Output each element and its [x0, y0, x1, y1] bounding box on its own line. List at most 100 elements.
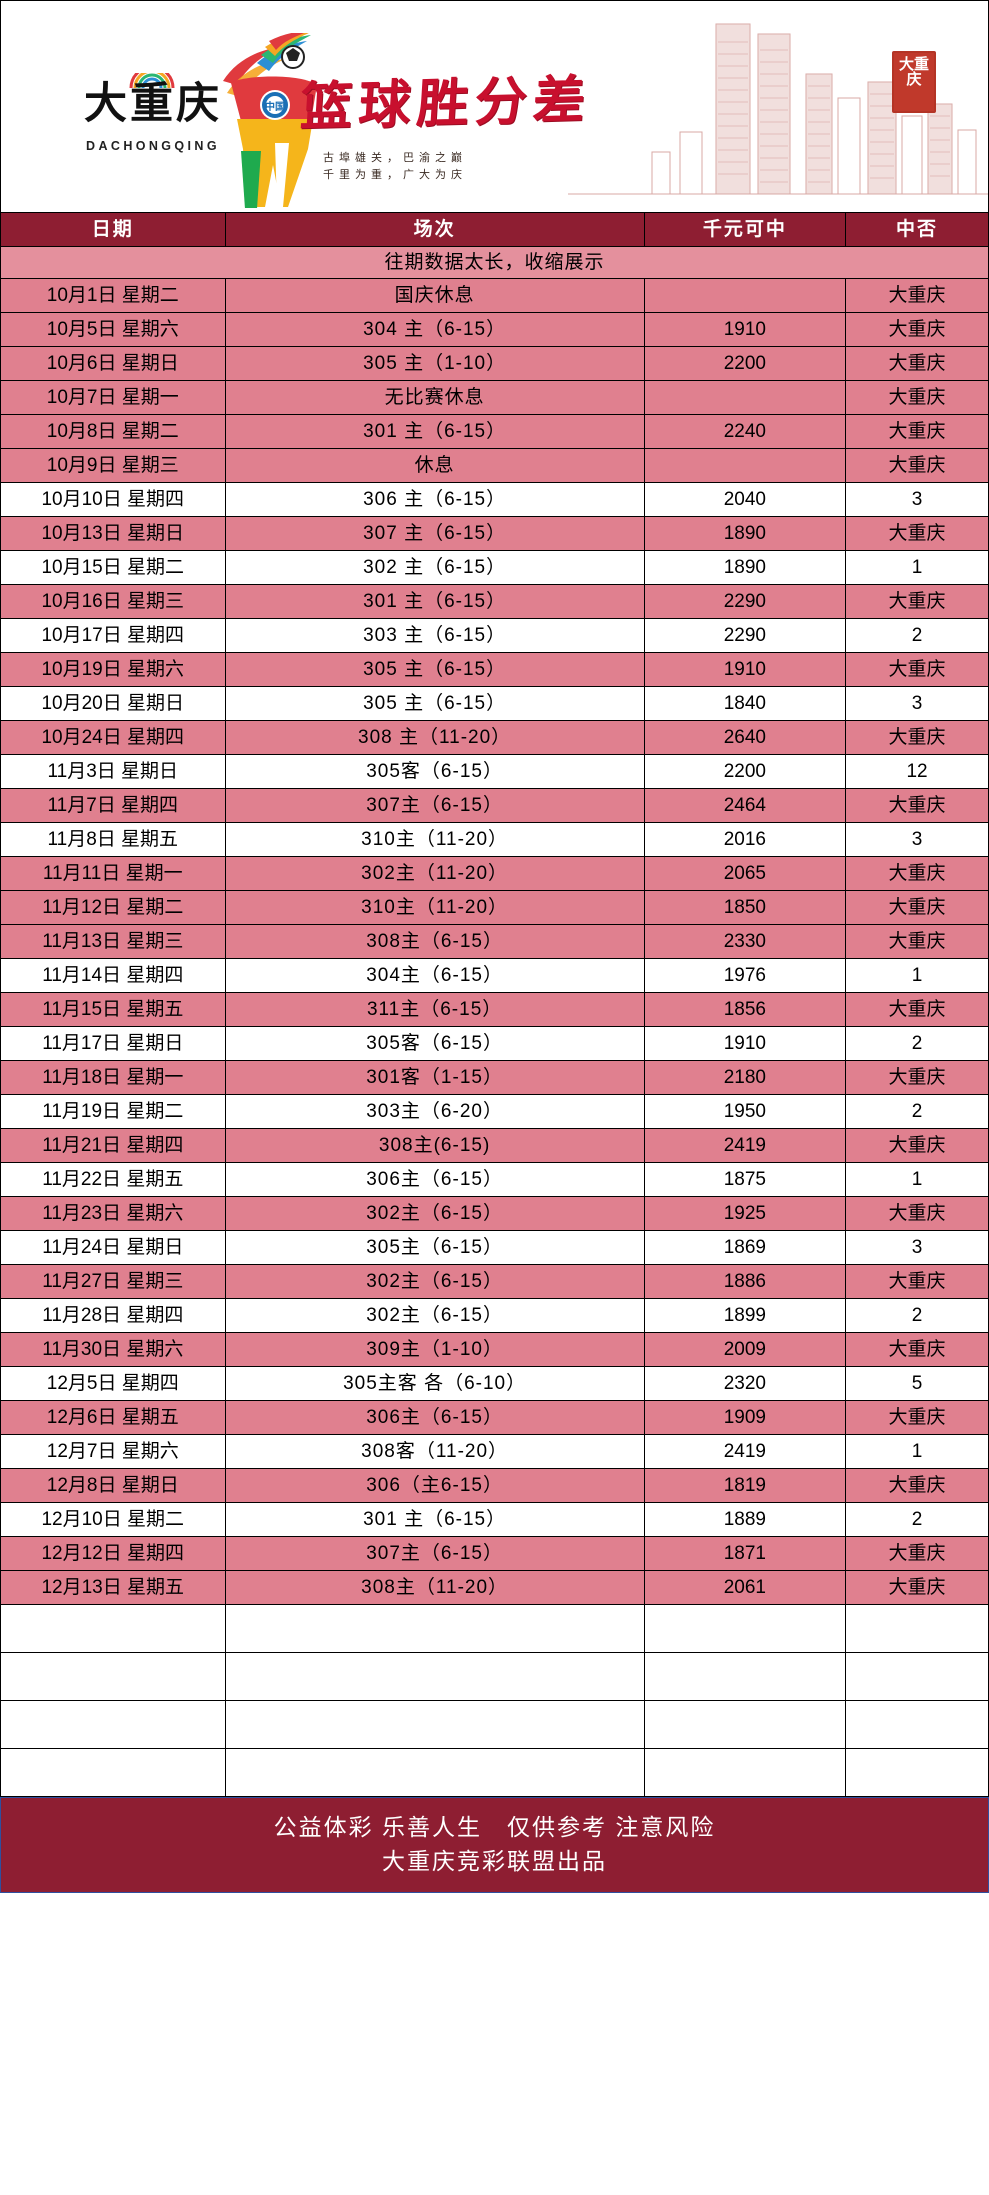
match-description-cell: 休息: [224, 448, 645, 483]
payout-amount-cell: 2290: [643, 584, 847, 619]
table-row: 11月11日 星期一 302主（11-20） 2065 大重庆: [0, 856, 989, 891]
payout-amount-cell: 1890: [643, 550, 847, 585]
match-description-cell: 307主（6-15）: [224, 1536, 645, 1571]
match-date-cell: 11月23日 星期六: [0, 1196, 226, 1231]
match-date-cell: 11月8日 星期五: [0, 822, 226, 857]
payout-amount-cell: 2290: [643, 618, 847, 653]
payout-amount-cell: 1910: [643, 312, 847, 347]
table-row: 10月19日 星期六 305 主（6-15） 1910 大重庆: [0, 652, 989, 687]
payout-amount-cell: 1819: [643, 1468, 847, 1503]
match-description-cell: 307主（6-15）: [224, 788, 645, 823]
match-description-cell: 306（主6-15）: [224, 1468, 645, 1503]
table-row-empty: [0, 1604, 989, 1653]
table-body: 往期数据太长，收缩展示 10月1日 星期二 国庆休息 大重庆 10月5日 星期六 304…: [0, 246, 989, 1797]
table-row: 11月12日 星期二 310主（11-20） 1850 大重庆: [0, 890, 989, 925]
table-row: 12月5日 星期四 305主客 各（6-10） 2320 5: [0, 1366, 989, 1401]
match-description-cell: 302 主（6-15）: [224, 550, 645, 585]
hit-result-cell: 2: [845, 1502, 989, 1537]
match-date-cell: 12月12日 星期四: [0, 1536, 226, 1571]
match-date-cell: 11月11日 星期一: [0, 856, 226, 891]
payout-amount-cell: 1856: [643, 992, 847, 1027]
match-description-cell: 303主（6-20）: [224, 1094, 645, 1129]
match-description-cell: 308客（11-20）: [224, 1434, 645, 1469]
match-date-cell: 12月5日 星期四: [0, 1366, 226, 1401]
table-row: 10月24日 星期四 308 主（11-20） 2640 大重庆: [0, 720, 989, 755]
column-header-date: 日期: [0, 212, 226, 247]
table-row: 11月23日 星期六 302主（6-15） 1925 大重庆: [0, 1196, 989, 1231]
match-date-cell: [0, 1652, 226, 1701]
match-date-cell: 10月7日 星期一: [0, 380, 226, 415]
match-description-cell: 302主（6-15）: [224, 1264, 645, 1299]
payout-amount-cell: 2640: [643, 720, 847, 755]
payout-amount-cell: 1889: [643, 1502, 847, 1537]
match-date-cell: 11月28日 星期四: [0, 1298, 226, 1333]
match-date-cell: 11月22日 星期五: [0, 1162, 226, 1197]
table-row: 12月7日 星期六 308客（11-20） 2419 1: [0, 1434, 989, 1469]
table-row: 11月22日 星期五 306主（6-15） 1875 1: [0, 1162, 989, 1197]
match-date-cell: 11月13日 星期三: [0, 924, 226, 959]
match-description-cell: 301客（1-15）: [224, 1060, 645, 1095]
payout-amount-cell: 2200: [643, 346, 847, 381]
table-row: 10月7日 星期一 无比赛休息 大重庆: [0, 380, 989, 415]
match-description-cell: 308 主（11-20）: [224, 720, 645, 755]
footer-slogan-line2: 大重庆竞彩联盟出品: [382, 1848, 607, 1874]
table-row: 11月30日 星期六 309主（1-10） 2009 大重庆: [0, 1332, 989, 1367]
match-description-cell: 304主（6-15）: [224, 958, 645, 993]
column-header-amount: 千元可中: [643, 212, 847, 247]
match-description-cell: 310主（11-20）: [224, 822, 645, 857]
match-date-cell: 10月24日 星期四: [0, 720, 226, 755]
table-row: 12月6日 星期五 306主（6-15） 1909 大重庆: [0, 1400, 989, 1435]
payout-amount-cell: [643, 1748, 847, 1797]
hit-result-cell: 大重庆: [845, 346, 989, 381]
table-row: 11月18日 星期一 301客（1-15） 2180 大重庆: [0, 1060, 989, 1095]
table-row: 10月6日 星期日 305 主（1-10） 2200 大重庆: [0, 346, 989, 381]
payout-amount-cell: [643, 278, 847, 313]
hit-result-cell: 大重庆: [845, 584, 989, 619]
match-description-cell: 305主（6-15）: [224, 1230, 645, 1265]
match-date-cell: 11月17日 星期日: [0, 1026, 226, 1061]
payout-amount-cell: 1899: [643, 1298, 847, 1333]
hit-result-cell: 大重庆: [845, 1468, 989, 1503]
table-row: 12月10日 星期二 301 主（6-15） 1889 2: [0, 1502, 989, 1537]
match-description-cell: 305主客 各（6-10）: [224, 1366, 645, 1401]
table-header-row: 日期 场次 千元可中 中否: [0, 212, 989, 247]
match-date-cell: 10月19日 星期六: [0, 652, 226, 687]
match-date-cell: 10月6日 星期日: [0, 346, 226, 381]
payout-amount-cell: 1871: [643, 1536, 847, 1571]
payout-amount-cell: 2040: [643, 482, 847, 517]
schedule-table: 日期 场次 千元可中 中否 往期数据太长，收缩展示 10月1日 星期二 国庆休息大…: [0, 212, 989, 1797]
match-description-cell: 301 主（6-15）: [224, 1502, 645, 1537]
rainbow-icon: [129, 73, 175, 89]
match-date-cell: 10月8日 星期二: [0, 414, 226, 449]
table-row: 11月24日 星期日 305主（6-15） 1869 3: [0, 1230, 989, 1265]
hit-result-cell: 1: [845, 1434, 989, 1469]
hit-result-cell: 2: [845, 618, 989, 653]
match-description-cell: [224, 1652, 645, 1701]
match-description-cell: 305 主（6-15）: [224, 652, 645, 687]
payout-amount-cell: 2320: [643, 1366, 847, 1401]
hit-result-cell: 大重庆: [845, 1332, 989, 1367]
match-description-cell: 306 主（6-15）: [224, 482, 645, 517]
match-description-cell: 307 主（6-15）: [224, 516, 645, 551]
match-description-cell: 302主（11-20）: [224, 856, 645, 891]
hit-result-cell: 5: [845, 1366, 989, 1401]
sports-lottery-emblem-icon: 中国: [223, 33, 317, 208]
hit-result-cell: [845, 1604, 989, 1653]
hit-result-cell: 大重庆: [845, 652, 989, 687]
payout-amount-cell: [643, 1700, 847, 1749]
hit-result-cell: 3: [845, 1230, 989, 1265]
match-date-cell: 11月18日 星期一: [0, 1060, 226, 1095]
table-row: 11月3日 星期日 305客（6-15） 2200 12: [0, 754, 989, 789]
hit-result-cell: [845, 1700, 989, 1749]
match-description-cell: 302主（6-15）: [224, 1298, 645, 1333]
hit-result-cell: 大重庆: [845, 1196, 989, 1231]
table-row: 10月10日 星期四 306 主（6-15） 2040 3: [0, 482, 989, 517]
banner-caption-line2: 千里为重，广大为庆: [323, 168, 467, 181]
match-description-cell: 无比赛休息: [224, 380, 645, 415]
table-row: 12月8日 星期日 306（主6-15） 1819 大重庆: [0, 1468, 989, 1503]
hit-result-cell: 2: [845, 1026, 989, 1061]
payout-amount-cell: 1950: [643, 1094, 847, 1129]
hit-result-cell: 大重庆: [845, 720, 989, 755]
payout-amount-cell: 1869: [643, 1230, 847, 1265]
payout-amount-cell: 1910: [643, 652, 847, 687]
